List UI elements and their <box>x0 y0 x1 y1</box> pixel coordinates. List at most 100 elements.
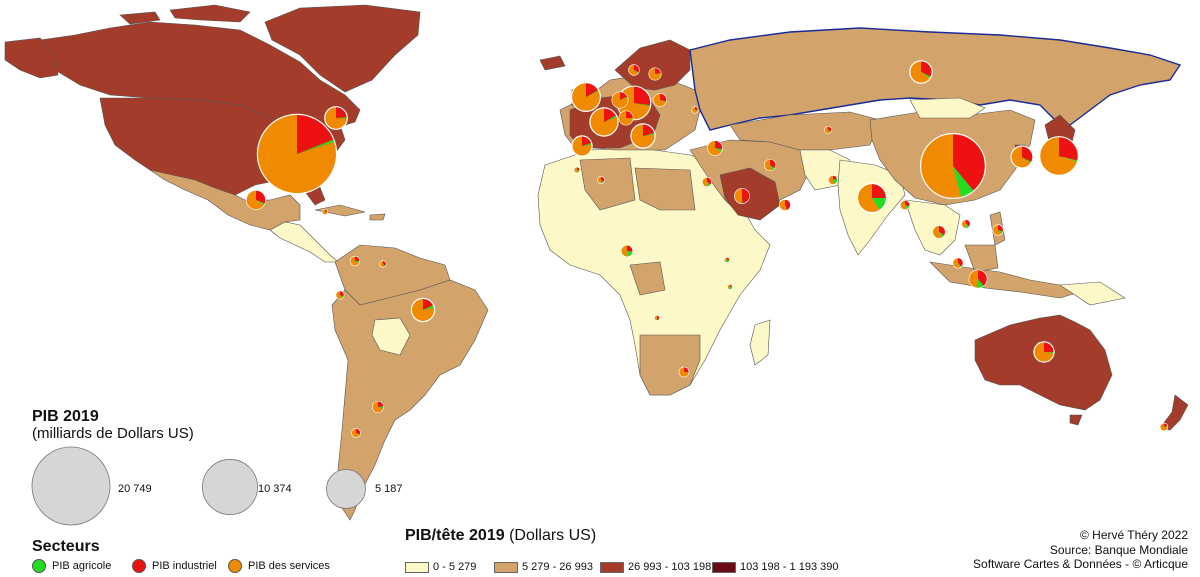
region-southern-africa <box>639 334 701 396</box>
pie-egypte <box>702 177 712 187</box>
pie-slice-serv <box>691 106 699 114</box>
region-south-america <box>331 279 489 521</box>
pie-outline <box>1033 341 1055 363</box>
pie-outline <box>379 260 387 268</box>
pie-outline <box>992 224 1004 236</box>
region-south-east-asia <box>904 199 961 256</box>
pie-outline <box>571 135 593 157</box>
pie-outline <box>952 257 964 269</box>
pie-kazakhstan <box>824 126 832 134</box>
region-central-america <box>269 221 339 263</box>
pie-layer <box>246 60 1169 438</box>
pie-slice-serv <box>1160 423 1168 431</box>
pie-slice-ind <box>601 176 605 183</box>
pie-vietnam <box>961 219 971 229</box>
pie-malaisie <box>952 257 964 269</box>
pie-slice-serv <box>630 123 656 149</box>
pie-slice-ind <box>627 245 633 252</box>
pie-outline <box>724 257 730 263</box>
pie-slice-serv <box>932 225 943 239</box>
pie-pakistan <box>828 175 838 185</box>
pie-su-de <box>648 67 662 81</box>
pie-slice-ind <box>695 106 699 110</box>
sector-agri: PIB agricole <box>32 559 111 573</box>
pie-slice-agri <box>582 142 593 146</box>
pie-slice-agri <box>634 103 651 107</box>
pie-pays-bas <box>611 91 629 109</box>
pie-kenya <box>727 284 733 290</box>
pie-slice-agri <box>356 433 361 436</box>
sectors-title: Secteurs <box>32 538 100 555</box>
region-central-africa <box>629 261 666 296</box>
pie-slice-serv <box>653 93 667 107</box>
pie-slice-agri <box>423 305 435 310</box>
pie-slice-agri <box>921 72 932 79</box>
size-legend-circle-1 <box>31 446 111 526</box>
pie-france <box>589 107 619 137</box>
pie-slice-serv <box>779 199 787 211</box>
pie-slice-agri <box>1022 157 1032 164</box>
gdp-per-capita-title-bold: PIB/tête 2019 <box>405 527 505 544</box>
pie-norv-ge <box>628 64 640 76</box>
pie-japon <box>1039 136 1079 176</box>
pie-slice-ind <box>582 135 592 146</box>
pie-slice-ind <box>953 133 986 191</box>
pie-outline <box>707 140 723 156</box>
pie-slice-serv <box>350 256 360 266</box>
pie-slice-serv <box>589 107 619 137</box>
pie-slice-serv <box>571 82 601 112</box>
pie-slice-serv <box>571 135 593 157</box>
pie-turquie <box>707 140 723 156</box>
pie-outline <box>597 176 605 184</box>
pie-venezuela <box>379 260 387 268</box>
pie-outline <box>628 64 640 76</box>
pie-slice-ind <box>727 257 730 260</box>
pie-slice-agri <box>586 90 600 97</box>
credit-software: Software Cartes & Données - © Articque <box>973 557 1188 571</box>
pie-slice-agri <box>643 132 656 136</box>
pie-outline <box>678 366 690 378</box>
pie-outline <box>349 255 361 267</box>
pie-alg-rie <box>597 176 605 184</box>
class-1-swatch <box>405 561 429 573</box>
pie-cuba <box>321 208 329 216</box>
country-new-zealand <box>1159 394 1189 431</box>
pie-slice-serv <box>611 91 629 109</box>
pie-slice-ind <box>423 298 434 310</box>
pie-slice-agri <box>355 261 360 264</box>
pie-slice-agri <box>828 130 832 133</box>
pie-slice-ind <box>684 366 690 373</box>
pie-slice-serv <box>734 188 742 204</box>
region-caribbean <box>314 204 386 221</box>
pie-slice-agri <box>958 263 962 268</box>
pie-outline <box>589 107 619 137</box>
class-2-swatch <box>494 561 518 573</box>
pie-slice-agri <box>627 251 633 257</box>
pie-slice-serv <box>618 110 634 126</box>
pie-slice-ind <box>1059 136 1079 161</box>
pie-slice-agri <box>620 96 628 100</box>
pie-slice-serv <box>379 260 385 268</box>
pie-slice-serv <box>246 190 265 210</box>
pie-outline <box>691 106 699 114</box>
pie-slice-serv <box>724 257 727 263</box>
pie-slice-serv <box>764 159 773 171</box>
pie-slice-agri <box>770 165 775 171</box>
region-central-asia <box>729 111 881 151</box>
pie-slice-agri <box>1044 352 1055 354</box>
country-canada-islands <box>119 4 251 25</box>
pie-slice-serv <box>322 209 328 215</box>
pie-iran <box>763 158 777 172</box>
pie-australie <box>1033 341 1055 363</box>
pie-slice-serv <box>968 269 978 288</box>
class-1: 0 - 5 279 <box>405 561 476 573</box>
pie-outline <box>648 67 662 81</box>
pie-outline <box>727 284 733 290</box>
pie-outline <box>828 175 838 185</box>
country-algeria <box>579 157 636 211</box>
pie-slice-ind <box>577 167 580 171</box>
size-legend-circle-2 <box>202 459 258 515</box>
pie-slice-agri <box>256 200 265 206</box>
pie-slice-serv <box>707 140 722 156</box>
